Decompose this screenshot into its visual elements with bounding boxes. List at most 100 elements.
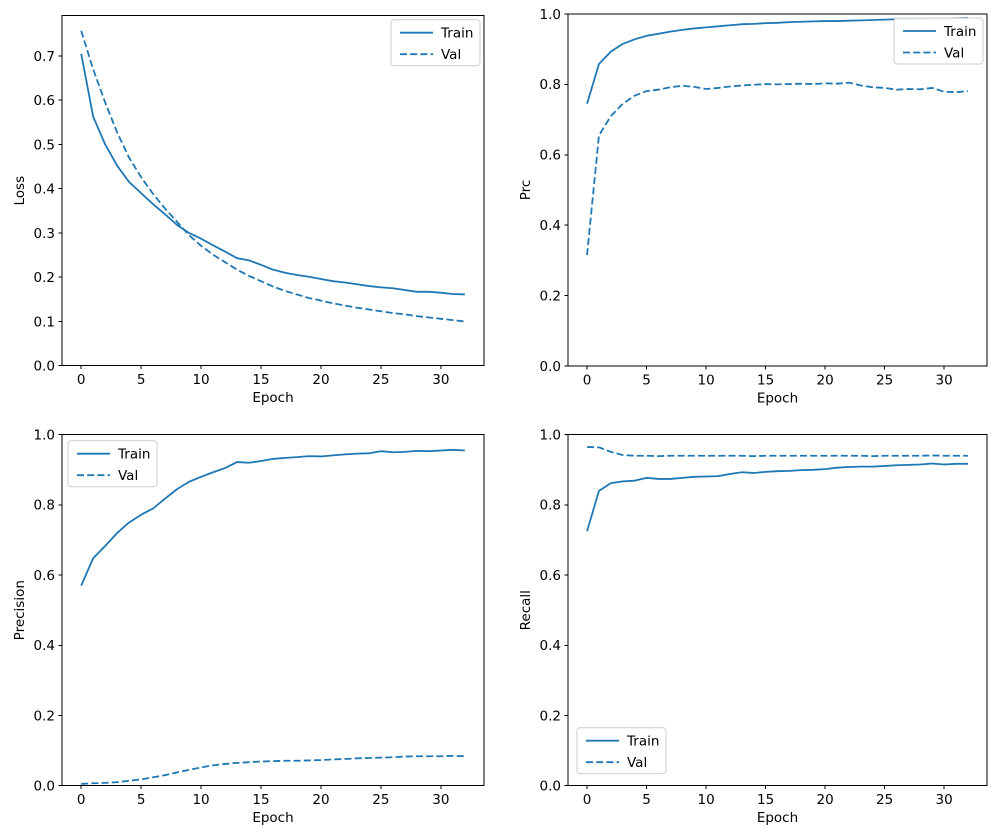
y-axis: 0.0 0.1 0.2 0.3 0.4 0.5 0.6 0.7 xyxy=(34,49,62,375)
prc-chart-canvas: 0 5 10 15 20 25 30 0.0 0.2 0.4 0.6 0.8 1.0 Epoch Prc Tr… xyxy=(518,7,988,407)
y-tick-label: 0.6 xyxy=(34,568,55,584)
x-tick-label: 10 xyxy=(192,372,209,388)
x-tick-label: 20 xyxy=(312,792,329,808)
x-tick-label: 25 xyxy=(372,372,389,388)
x-tick-label: 10 xyxy=(697,373,714,389)
y-tick-label: 1.0 xyxy=(540,428,561,444)
legend: Train Val xyxy=(390,19,481,67)
val-line xyxy=(587,446,968,458)
legend-train-label: Train xyxy=(626,734,659,750)
legend: Train Val xyxy=(893,17,984,65)
y-tick-label: 0.2 xyxy=(34,270,55,286)
y-axis: 0.0 0.2 0.4 0.6 0.8 1.0 xyxy=(540,7,568,375)
y-tick-label: 0.8 xyxy=(540,498,561,514)
y-tick-label: 0.0 xyxy=(540,359,561,375)
y-tick-label: 0.8 xyxy=(540,77,561,93)
x-tick-label: 10 xyxy=(192,792,209,808)
y-axis: 0.0 0.2 0.4 0.6 0.8 1.0 xyxy=(34,428,62,795)
x-tick-label: 15 xyxy=(252,372,269,388)
x-tick-label: 15 xyxy=(757,373,774,389)
x-axis-label: Epoch xyxy=(252,810,293,826)
y-axis-label: Precision xyxy=(12,580,28,640)
y-tick-label: 0.4 xyxy=(540,638,561,654)
y-tick-label: 0.0 xyxy=(34,359,55,375)
x-axis-label: Epoch xyxy=(252,390,293,406)
legend-val-label: Val xyxy=(944,45,964,61)
y-axis-label: Loss xyxy=(12,176,28,206)
legend-train-label: Train xyxy=(117,447,150,463)
y-tick-label: 0.6 xyxy=(540,148,561,164)
y-tick-label: 0.0 xyxy=(34,779,55,795)
legend-val-label: Val xyxy=(118,468,138,484)
plot-border xyxy=(61,15,485,367)
plot-border xyxy=(61,434,485,787)
x-tick-label: 5 xyxy=(137,372,146,388)
x-tick-label: 25 xyxy=(876,373,893,389)
x-tick-label: 30 xyxy=(936,373,953,389)
y-tick-label: 0.2 xyxy=(34,708,55,724)
plot-border xyxy=(567,13,988,367)
precision-chart-canvas: 0 5 10 15 20 25 30 0.0 0.2 0.4 0.6 0.8 1.0 Epoch Preci… xyxy=(12,428,485,826)
y-tick-label: 0.6 xyxy=(540,568,561,584)
x-tick-label: 5 xyxy=(642,792,651,808)
loss-chart-canvas: 0 5 10 15 20 25 30 0.0 0.1 0.2 0.3 0.4 0.5 0.6 0.7 Epoc… xyxy=(12,15,485,406)
x-tick-label: 30 xyxy=(432,372,449,388)
train-line xyxy=(80,53,465,296)
x-axis: 0 5 10 15 20 25 30 xyxy=(77,785,449,808)
x-tick-label: 10 xyxy=(697,792,714,808)
y-tick-label: 0.4 xyxy=(34,638,55,654)
x-tick-label: 25 xyxy=(372,792,389,808)
y-tick-label: 0.6 xyxy=(34,93,55,109)
x-tick-label: 30 xyxy=(432,792,449,808)
x-tick-label: 0 xyxy=(583,792,592,808)
subplot-precision: 0 5 10 15 20 25 30 0.0 0.2 0.4 0.6 0.8 1.0 Epoch Preci… xyxy=(0,419,500,838)
val-line xyxy=(586,81,969,256)
x-axis-label: Epoch xyxy=(757,810,798,826)
val-line xyxy=(81,754,465,785)
x-axis: 0 5 10 15 20 25 30 xyxy=(77,365,449,388)
x-tick-label: 15 xyxy=(252,792,269,808)
train-line xyxy=(586,462,968,532)
y-tick-label: 0.1 xyxy=(34,314,55,330)
y-tick-label: 0.4 xyxy=(540,218,561,234)
x-tick-label: 20 xyxy=(817,792,834,808)
y-tick-label: 0.2 xyxy=(540,288,561,304)
recall-chart-canvas: 0 5 10 15 20 25 30 0.0 0.2 0.4 0.6 0.8 1.0 Epoch Recal… xyxy=(518,428,988,826)
x-tick-label: 5 xyxy=(137,792,146,808)
x-axis: 0 5 10 15 20 25 30 xyxy=(583,366,953,389)
y-tick-label: 0.4 xyxy=(34,182,55,198)
legend: Train Val xyxy=(67,440,158,488)
x-tick-label: 0 xyxy=(77,792,86,808)
legend-val-label: Val xyxy=(627,755,647,771)
y-axis-label: Recall xyxy=(518,590,534,630)
x-tick-label: 0 xyxy=(77,372,86,388)
y-axis: 0.0 0.2 0.4 0.6 0.8 1.0 xyxy=(540,428,568,795)
y-axis-label: Prc xyxy=(518,180,534,201)
y-tick-label: 0.3 xyxy=(34,226,55,242)
x-tick-label: 5 xyxy=(642,373,651,389)
x-tick-label: 15 xyxy=(757,792,774,808)
legend-val-label: Val xyxy=(441,47,461,63)
x-tick-label: 20 xyxy=(817,373,834,389)
y-tick-label: 0.2 xyxy=(540,708,561,724)
y-tick-label: 0.8 xyxy=(34,498,55,514)
subplot-recall: 0 5 10 15 20 25 30 0.0 0.2 0.4 0.6 0.8 1.0 Epoch Recal… xyxy=(500,419,1001,838)
y-tick-label: 0.7 xyxy=(34,49,55,65)
x-axis-label: Epoch xyxy=(757,391,798,407)
train-line xyxy=(80,448,465,586)
x-axis: 0 5 10 15 20 25 30 xyxy=(583,785,953,808)
legend-train-label: Train xyxy=(440,26,473,42)
legend: Train Val xyxy=(576,727,667,775)
val-line xyxy=(80,30,465,323)
y-tick-label: 0.0 xyxy=(540,779,561,795)
x-tick-label: 0 xyxy=(583,373,592,389)
subplot-prc: 0 5 10 15 20 25 30 0.0 0.2 0.4 0.6 0.8 1.0 Epoch Prc Tr… xyxy=(500,0,1001,419)
x-tick-label: 25 xyxy=(876,792,893,808)
legend-train-label: Train xyxy=(943,24,976,40)
plot-border xyxy=(567,434,988,787)
x-tick-label: 20 xyxy=(312,372,329,388)
y-tick-label: 1.0 xyxy=(34,428,55,444)
subplot-loss: 0 5 10 15 20 25 30 0.0 0.1 0.2 0.3 0.4 0.5 0.6 0.7 Epoc… xyxy=(0,0,500,419)
x-tick-label: 30 xyxy=(936,792,953,808)
